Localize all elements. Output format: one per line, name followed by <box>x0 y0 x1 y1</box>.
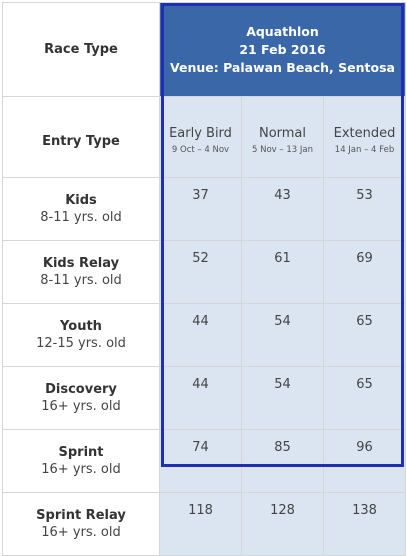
price-normal: 128 <box>241 492 324 556</box>
table-row: Kids 8-11 yrs. old 37 43 53 <box>2 177 406 241</box>
tier-normal: Normal 5 Nov – 13 Jan <box>241 96 324 178</box>
category-name: Discovery <box>45 382 117 397</box>
tier-name: Extended <box>333 125 396 141</box>
price-early-bird: 52 <box>159 240 242 304</box>
table-row: Sprint 16+ yrs. old 74 85 96 <box>2 429 406 493</box>
tier-dates: 14 Jan – 4 Feb <box>334 144 395 155</box>
event-venue: Venue: Palawan Beach, Sentosa <box>170 59 395 75</box>
category-age: 16+ yrs. old <box>41 399 121 414</box>
price-normal: 43 <box>241 177 324 241</box>
header-row: Race Type Aquathlon 21 Feb 2016 Venue: P… <box>2 2 406 97</box>
category-age: 16+ yrs. old <box>41 525 121 540</box>
price-normal: 54 <box>241 366 324 430</box>
price-normal: 85 <box>241 429 324 493</box>
category-name: Sprint Relay <box>36 508 126 523</box>
category-cell: Sprint Relay 16+ yrs. old <box>2 492 160 556</box>
entry-type-label: Entry Type <box>2 96 160 178</box>
event-header: Aquathlon 21 Feb 2016 Venue: Palawan Bea… <box>159 2 406 97</box>
category-cell: Kids Relay 8-11 yrs. old <box>2 240 160 304</box>
price-extended: 69 <box>323 240 406 304</box>
category-age: 12-15 yrs. old <box>36 336 126 351</box>
table-row: Sprint Relay 16+ yrs. old 118 128 138 <box>2 492 406 556</box>
price-normal: 54 <box>241 303 324 367</box>
event-name: Aquathlon <box>246 23 319 39</box>
race-type-header: Race Type <box>2 2 160 97</box>
price-early-bird: 74 <box>159 429 242 493</box>
category-name: Kids <box>65 193 97 208</box>
entry-type-row: Entry Type Early Bird 9 Oct – 4 Nov Norm… <box>2 96 406 178</box>
price-early-bird: 44 <box>159 303 242 367</box>
category-cell: Discovery 16+ yrs. old <box>2 366 160 430</box>
table-row: Youth 12-15 yrs. old 44 54 65 <box>2 303 406 367</box>
category-cell: Sprint 16+ yrs. old <box>2 429 160 493</box>
category-cell: Kids 8-11 yrs. old <box>2 177 160 241</box>
category-age: 16+ yrs. old <box>41 462 121 477</box>
category-cell: Youth 12-15 yrs. old <box>2 303 160 367</box>
category-age: 8-11 yrs. old <box>40 210 122 225</box>
event-date: 21 Feb 2016 <box>239 41 326 57</box>
price-extended: 53 <box>323 177 406 241</box>
price-early-bird: 37 <box>159 177 242 241</box>
tier-name: Early Bird <box>169 125 232 141</box>
category-name: Youth <box>60 319 102 334</box>
price-normal: 61 <box>241 240 324 304</box>
category-name: Sprint <box>58 445 104 460</box>
category-name: Kids Relay <box>42 256 120 271</box>
price-extended: 138 <box>323 492 406 556</box>
table-row: Discovery 16+ yrs. old 44 54 65 <box>2 366 406 430</box>
tier-early-bird: Early Bird 9 Oct – 4 Nov <box>159 96 242 178</box>
price-early-bird: 44 <box>159 366 242 430</box>
tier-extended: Extended 14 Jan – 4 Feb <box>323 96 406 178</box>
tier-dates: 5 Nov – 13 Jan <box>252 144 313 155</box>
price-extended: 65 <box>323 366 406 430</box>
price-extended: 96 <box>323 429 406 493</box>
price-extended: 65 <box>323 303 406 367</box>
tier-name: Normal <box>258 125 307 141</box>
tier-dates: 9 Oct – 4 Nov <box>171 144 230 155</box>
category-age: 8-11 yrs. old <box>40 273 122 288</box>
price-early-bird: 118 <box>159 492 242 556</box>
table-row: Kids Relay 8-11 yrs. old 52 61 69 <box>2 240 406 304</box>
